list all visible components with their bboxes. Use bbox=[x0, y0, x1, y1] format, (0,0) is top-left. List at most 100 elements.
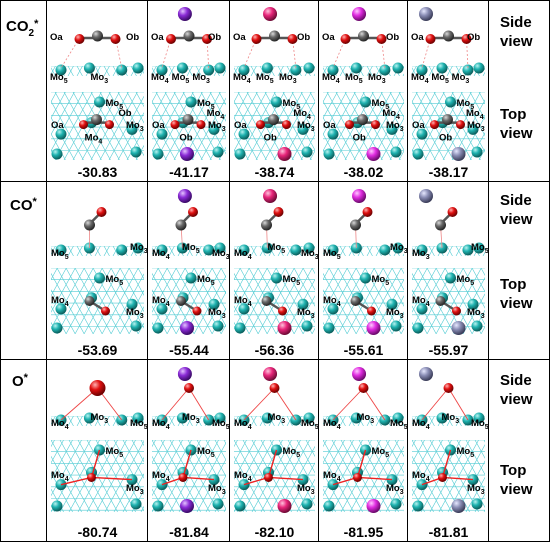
interaction-line bbox=[448, 387, 469, 421]
atom-label: Oa bbox=[234, 120, 247, 131]
dopant-atom bbox=[366, 147, 381, 161]
molybdenum-atom bbox=[214, 62, 226, 74]
atom-label: Mo3 bbox=[297, 483, 315, 496]
adsorption-energy: -56.36 bbox=[255, 342, 295, 358]
atom-label: Mo5 bbox=[471, 418, 489, 431]
molybdenum-atom bbox=[126, 123, 138, 135]
atom-label: Mo5 bbox=[51, 248, 69, 261]
atom-label: Mo5 bbox=[212, 418, 230, 431]
oxygen-atom bbox=[178, 472, 188, 482]
atom-label: Mo4 bbox=[207, 108, 225, 121]
side-view-label: Side bbox=[500, 192, 532, 209]
molybdenum-atom bbox=[94, 96, 105, 108]
atom-label: Mo5 bbox=[431, 72, 449, 85]
molybdenum-atom bbox=[214, 242, 226, 254]
row-labels: CO2* CO* O* bbox=[6, 18, 39, 390]
carbon-atom bbox=[357, 114, 368, 126]
atom-label: Oa bbox=[323, 120, 336, 131]
molybdenum-atom bbox=[116, 64, 128, 76]
side-view-label: view bbox=[500, 211, 533, 228]
lattice-mesh bbox=[51, 92, 144, 160]
molybdenum-atom bbox=[203, 244, 215, 256]
row-label-co2: CO2* bbox=[6, 18, 39, 39]
side-view-label: Side bbox=[500, 14, 532, 31]
molybdenum-atom bbox=[290, 244, 302, 256]
carbon-atom bbox=[175, 219, 187, 231]
carbon-atom bbox=[443, 30, 454, 42]
molybdenum-atom bbox=[271, 96, 282, 108]
molybdenum-atom bbox=[126, 298, 138, 310]
atom-label: Mo3 bbox=[452, 72, 470, 85]
oxygen-atom bbox=[376, 34, 387, 44]
molybdenum-atom bbox=[51, 148, 63, 160]
side-view-label: view bbox=[500, 33, 533, 50]
molybdenum-atom bbox=[297, 298, 309, 310]
molybdenum-atom bbox=[132, 242, 144, 254]
top-view-label: Top bbox=[500, 276, 526, 293]
molybdenum-atom bbox=[416, 128, 428, 140]
interaction-line bbox=[274, 387, 297, 421]
adsorption-energy: -38.74 bbox=[255, 164, 295, 180]
molybdenum-atom bbox=[156, 303, 168, 315]
dopant-atom bbox=[277, 499, 292, 513]
molybdenum-atom bbox=[303, 62, 315, 74]
dopant-atom bbox=[177, 189, 192, 203]
atom-label: Mo4 bbox=[411, 72, 429, 85]
molybdenum-atom bbox=[51, 322, 63, 334]
molybdenum-atom bbox=[350, 62, 362, 74]
molybdenum-atom bbox=[156, 128, 168, 140]
molybdenum-atom bbox=[445, 96, 456, 108]
atom-label: Mo4 bbox=[234, 295, 252, 308]
carbon-atom bbox=[268, 114, 279, 126]
carbon-atom bbox=[435, 219, 446, 231]
atom-label: Ob bbox=[297, 32, 310, 43]
molybdenum-atom bbox=[303, 242, 315, 254]
oxygen-atom bbox=[87, 472, 96, 482]
atom-label: Mo4 bbox=[85, 132, 103, 145]
atom-label: Mo4 bbox=[323, 295, 341, 308]
oxygen-atom bbox=[170, 120, 180, 130]
side-view-label: view bbox=[500, 391, 533, 408]
atom-label: Mo4 bbox=[151, 72, 169, 85]
atom-label: Mo4 bbox=[234, 470, 252, 483]
atom-label: Mo5 bbox=[197, 98, 215, 111]
molybdenum-atom bbox=[185, 96, 197, 108]
adsorption-energy: -81.95 bbox=[344, 524, 384, 540]
molybdenum-atom bbox=[327, 128, 339, 140]
oxygen-atom bbox=[188, 207, 198, 217]
carbon-atom bbox=[182, 114, 194, 126]
oxygen-atom bbox=[362, 207, 373, 217]
interaction-line bbox=[332, 387, 364, 421]
molybdenum-atom bbox=[212, 320, 224, 332]
molybdenum-atom bbox=[176, 62, 188, 74]
molybdenum-atom bbox=[379, 244, 391, 256]
atom-label: Mo3 bbox=[368, 72, 386, 85]
molybdenum-atom bbox=[261, 412, 273, 424]
molybdenum-atom bbox=[327, 244, 339, 256]
row-label-o: O* bbox=[12, 372, 29, 390]
molybdenum-atom bbox=[132, 62, 144, 74]
bond-line bbox=[90, 449, 101, 478]
dopant-atom bbox=[180, 321, 194, 335]
atom-label: Mo5 bbox=[301, 418, 319, 431]
atom-label: Oa bbox=[233, 32, 246, 43]
molybdenum-atom bbox=[55, 128, 67, 140]
atom-label: Mo5 bbox=[372, 98, 390, 111]
molybdenum-atom bbox=[412, 148, 424, 160]
atom-label: Mo3 bbox=[442, 412, 460, 425]
atom-label: Mo3 bbox=[208, 307, 226, 320]
molybdenum-atom bbox=[156, 244, 168, 256]
structure-panel: Mo4 Mo3 Mo5 Mo5 Mo4 Mo3 -81.84 bbox=[152, 367, 230, 540]
oxygen-atom bbox=[278, 306, 287, 316]
oxygen-atom bbox=[430, 120, 439, 130]
oxygen-atom bbox=[202, 34, 212, 44]
oxygen-atom bbox=[269, 383, 280, 393]
molybdenum-atom bbox=[392, 62, 404, 74]
atom-label: Mo4 bbox=[152, 295, 170, 308]
bond-line bbox=[357, 476, 393, 481]
atom-label: Ob bbox=[467, 32, 480, 43]
molybdenum-atom bbox=[297, 123, 309, 135]
